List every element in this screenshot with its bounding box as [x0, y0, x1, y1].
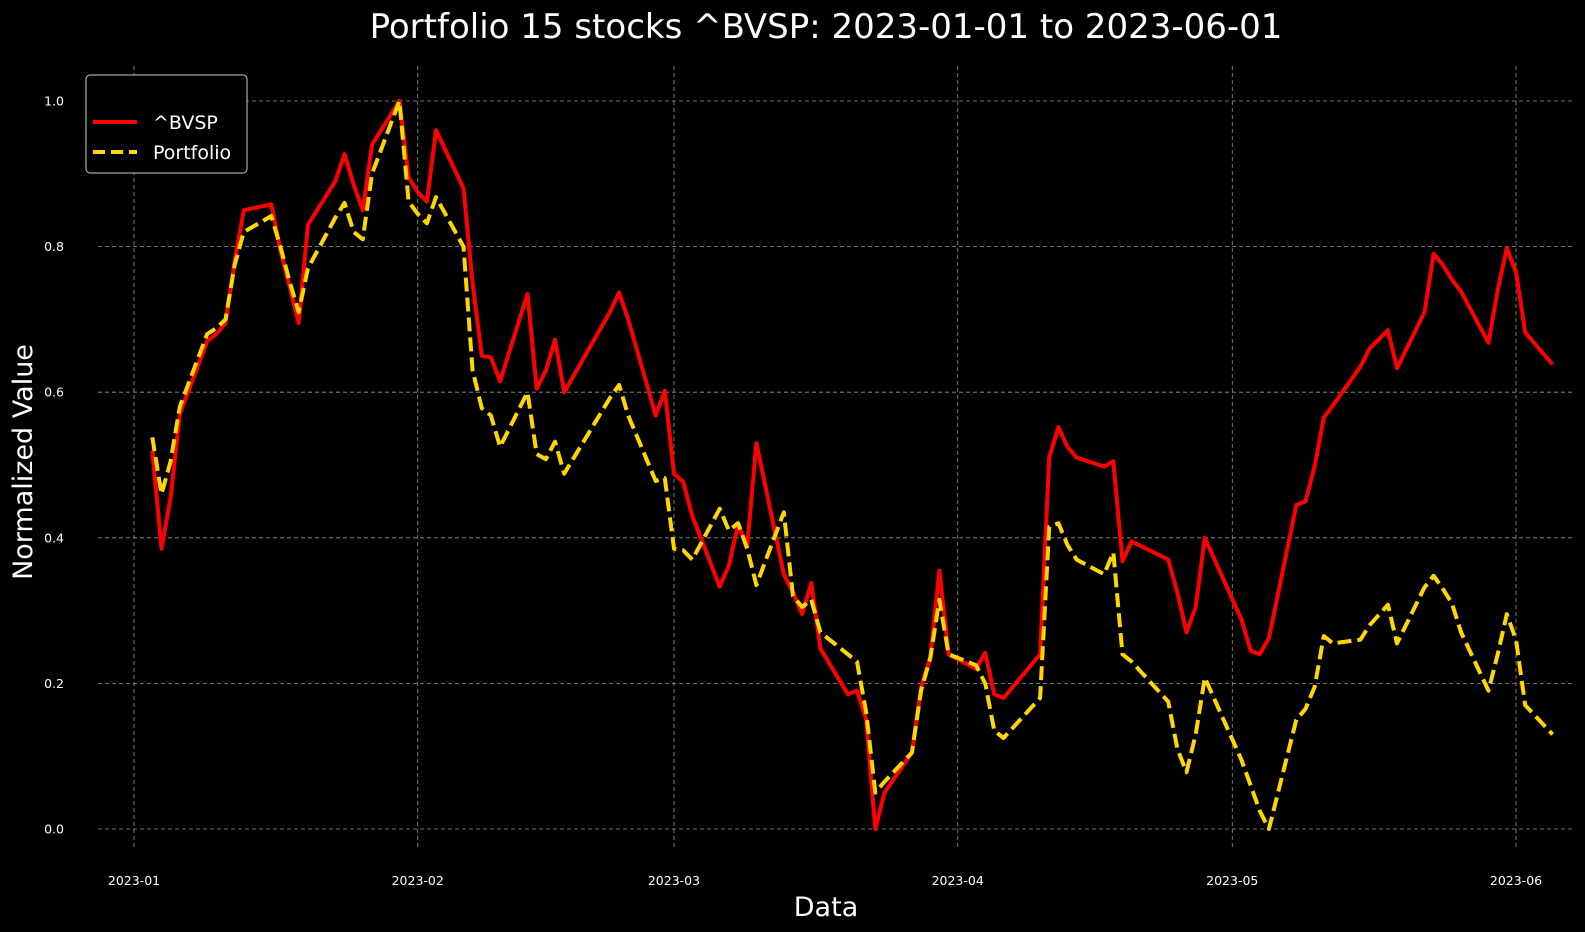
x-tick-label: 2023-02 [392, 873, 444, 888]
y-axis-ticks: 0.0 0.2 0.4 0.6 0.8 1.0 [44, 94, 64, 837]
y-tick-label: 0.4 [44, 530, 64, 545]
x-tick-label: 2023-06 [1490, 873, 1542, 888]
y-axis-label: Normalized Value [8, 344, 39, 580]
legend-label-bvsp: ^BVSP [153, 112, 218, 134]
y-tick-label: 1.0 [44, 94, 64, 109]
legend-label-portfolio: Portfolio [153, 142, 231, 164]
legend: ^BVSP Portfolio [85, 74, 248, 174]
grid [98, 66, 1575, 848]
x-tick-label: 2023-03 [648, 873, 700, 888]
x-tick-label: 2023-04 [932, 873, 984, 888]
legend-box [85, 74, 248, 174]
x-axis-ticks: 2023-01 2023-02 2023-03 2023-04 2023-05 2023-… [108, 873, 1542, 888]
series-line-bvsp [150, 99, 1555, 831]
y-tick-label: 0.2 [44, 676, 64, 691]
y-tick-label: 0.8 [44, 239, 64, 254]
x-tick-label: 2023-05 [1206, 873, 1258, 888]
series-line-portfolio [150, 99, 1555, 831]
x-axis-label: Data [794, 892, 858, 923]
y-tick-label: 0.6 [44, 385, 64, 400]
x-tick-label: 2023-01 [108, 873, 160, 888]
series-lines [150, 99, 1555, 831]
y-tick-label: 0.0 [44, 822, 64, 837]
chart-title: Portfolio 15 stocks ^BVSP: 2023-01-01 to… [370, 7, 1283, 47]
